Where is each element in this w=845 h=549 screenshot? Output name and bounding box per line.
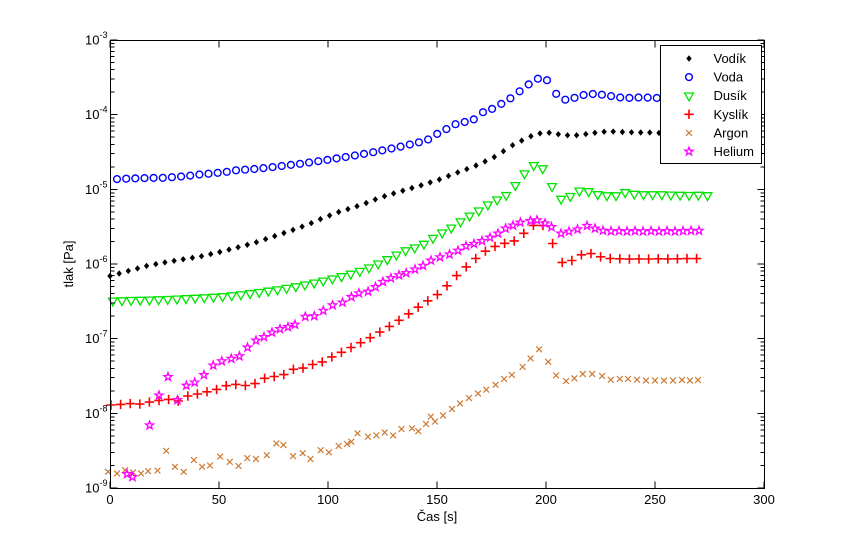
svg-text:0: 0 — [106, 492, 113, 507]
svg-text:Kyslík: Kyslík — [714, 107, 749, 122]
svg-text:250: 250 — [644, 492, 666, 507]
svg-text:Argon: Argon — [714, 125, 749, 140]
svg-text:200: 200 — [535, 492, 557, 507]
svg-text:Vodík: Vodík — [714, 51, 747, 66]
svg-text:150: 150 — [426, 492, 448, 507]
svg-text:300: 300 — [753, 492, 775, 507]
svg-text:Helium: Helium — [714, 144, 754, 159]
svg-text:Dusík: Dusík — [714, 88, 748, 103]
svg-text:Voda: Voda — [714, 70, 744, 85]
svg-text:50: 50 — [212, 492, 226, 507]
svg-text:Čas [s]: Čas [s] — [417, 509, 457, 524]
svg-text:100: 100 — [317, 492, 339, 507]
svg-text:tlak [Pa]: tlak [Pa] — [61, 241, 76, 288]
